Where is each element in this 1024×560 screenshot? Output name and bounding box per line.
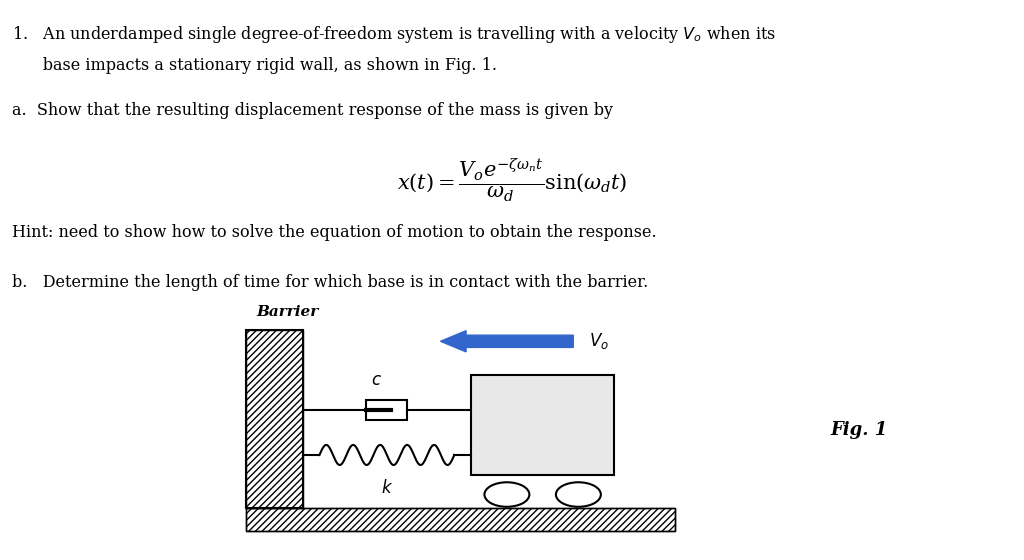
Text: 1.   An underdamped single degree-of-freedom system is travelling with a velocit: 1. An underdamped single degree-of-freed… [11, 24, 775, 45]
FancyArrow shape [440, 331, 573, 352]
Bar [247, 330, 303, 508]
Text: Hint: need to show how to solve the equation of motion to obtain the response.: Hint: need to show how to solve the equa… [11, 224, 656, 241]
Text: b.   Determine the length of time for which base is in contact with the barrier.: b. Determine the length of time for whic… [11, 274, 648, 291]
Text: $m$: $m$ [534, 416, 552, 434]
Bar [471, 375, 614, 475]
Text: $c$: $c$ [372, 372, 382, 389]
Text: Barrier: Barrier [257, 305, 318, 319]
Text: $V_o$: $V_o$ [589, 332, 608, 351]
Text: $k$: $k$ [381, 479, 393, 497]
Text: Fig. 1: Fig. 1 [830, 422, 888, 440]
Circle shape [556, 482, 601, 507]
Bar [367, 400, 408, 419]
Bar [247, 508, 676, 531]
Text: $x(t) = \dfrac{V_o e^{-\zeta\omega_n t}}{\omega_d}\sin\!\left(\omega_d t\right)$: $x(t) = \dfrac{V_o e^{-\zeta\omega_n t}}… [396, 157, 628, 204]
Text: a.  Show that the resulting displacement response of the mass is given by: a. Show that the resulting displacement … [11, 102, 612, 119]
Circle shape [484, 482, 529, 507]
Bar [247, 508, 676, 531]
Bar [247, 330, 303, 508]
Text: base impacts a stationary rigid wall, as shown in Fig. 1.: base impacts a stationary rigid wall, as… [11, 57, 497, 74]
